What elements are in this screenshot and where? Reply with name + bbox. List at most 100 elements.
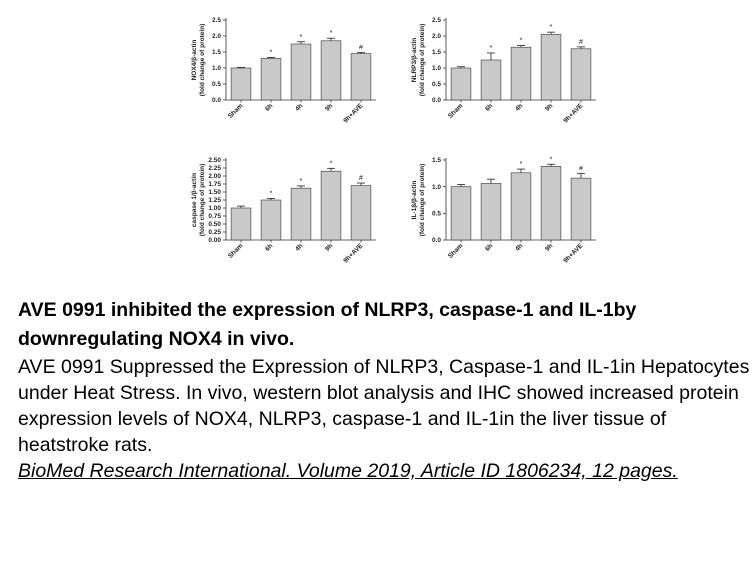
significance-marker: * <box>520 38 523 45</box>
y-tick-label: 0.00 <box>208 237 221 244</box>
y-tick-label: 2.5 <box>212 17 221 24</box>
y-axis-label: IL-1β/β-actin <box>411 181 418 220</box>
x-tick-label: 9h <box>324 242 334 252</box>
significance-marker: * <box>300 178 303 185</box>
y-tick-label: 0.50 <box>208 221 221 228</box>
x-tick-label: 4h <box>514 102 524 112</box>
y-tick-label: 1.75 <box>208 181 221 188</box>
chart-svg: 0.0 0.5 1.0 1.5 IL-1β/β-actin (fold change of… <box>411 156 596 265</box>
x-tick-label: Sham <box>227 102 245 120</box>
y-tick-label: 1.5 <box>212 49 221 56</box>
y-tick-label: 0.0 <box>432 97 441 104</box>
bar <box>290 187 312 241</box>
significance-marker: * <box>270 190 273 197</box>
bar <box>230 207 252 241</box>
significance-marker: * <box>520 161 523 168</box>
y-tick-label: 0.0 <box>432 237 441 244</box>
x-tick-label: 9h <box>544 242 554 252</box>
x-tick-label: 4h <box>294 102 304 112</box>
y-tick-label: 1.25 <box>208 197 221 204</box>
caption-title: AVE 0991 inhibited the expression of NLR… <box>18 299 637 350</box>
bar <box>540 166 562 241</box>
bar <box>480 183 502 241</box>
x-tick-label: 9h+AVE <box>342 102 365 125</box>
y-tick-label: 2.0 <box>432 33 441 40</box>
bar <box>350 53 372 101</box>
y-tick-label: 1.0 <box>432 65 441 72</box>
chart-caspase1: 0.00 0.25 0.50 0.75 1.00 1.25 1.50 1.75 2.00 2.25… <box>178 150 408 285</box>
bar <box>480 59 502 101</box>
x-tick-label: 6h <box>484 102 494 112</box>
bar <box>570 177 592 241</box>
chart-svg: 0.0 0.5 1.0 1.5 2.0 2.5 NLRP3/β-actin (fold cha… <box>411 17 596 125</box>
chart-svg: 0.0 0.5 1.0 1.5 2.0 2.5 NOX4/β-actin (fold chan… <box>191 17 376 125</box>
chart-svg: 0.000.250.500.751.001.251.501.752.002.25… <box>191 157 376 265</box>
bar <box>510 46 532 101</box>
y-tick-label: 1.5 <box>432 49 441 56</box>
significance-marker: * <box>550 24 553 31</box>
significance-marker: * <box>300 34 303 41</box>
bar <box>350 185 372 241</box>
bar <box>260 58 282 101</box>
y-tick-label: 2.00 <box>208 173 221 180</box>
chart-nlrp3: 0.0 0.5 1.0 1.5 2.0 2.5 NLRP3/β-actin (fold cha… <box>398 10 628 145</box>
y-tick-label: 0.5 <box>432 81 441 88</box>
bar <box>230 67 252 101</box>
bar <box>320 170 342 241</box>
significance-marker: * <box>550 156 553 163</box>
x-tick-label: 6h <box>264 102 274 112</box>
x-tick-label: Sham <box>227 242 245 260</box>
y-tick-label: 2.0 <box>212 33 221 40</box>
bar <box>450 186 472 241</box>
significance-marker: # <box>579 165 583 172</box>
x-tick-label: 4h <box>514 242 524 252</box>
y-tick-label: 1.5 <box>432 157 441 164</box>
x-tick-label: 6h <box>264 242 274 252</box>
bar <box>450 67 472 101</box>
y-axis-label: NOX4/β-actin <box>191 40 198 81</box>
x-tick-label: Sham <box>447 242 465 260</box>
x-tick-label: 6h <box>484 242 494 252</box>
x-tick-label: Sham <box>447 102 465 120</box>
caption-body: AVE 0991 Suppressed the Expression of NL… <box>18 356 750 456</box>
x-tick-label: 9h <box>324 102 334 112</box>
y-tick-label: 0.5 <box>212 81 221 88</box>
y-tick-label: 1.0 <box>212 65 221 72</box>
bar <box>570 48 592 101</box>
y-tick-label: 2.25 <box>208 165 221 172</box>
y-axis-sublabel: (fold change of protein) <box>419 24 426 97</box>
y-tick-label: 1.50 <box>208 189 221 196</box>
citation-link[interactable]: BioMed Research International. Volume 20… <box>18 460 678 482</box>
significance-marker: # <box>359 175 363 182</box>
y-tick-label: 2.50 <box>208 157 221 164</box>
y-tick-label: 0.25 <box>208 229 221 236</box>
y-axis-sublabel: (fold change of protein) <box>199 164 206 237</box>
bar <box>510 172 532 241</box>
y-tick-label: 1.0 <box>432 184 441 191</box>
significance-marker: * <box>490 45 493 52</box>
bar <box>320 40 342 101</box>
y-tick-label: 0.75 <box>208 213 221 220</box>
bar <box>260 199 282 241</box>
y-tick-label: 2.5 <box>432 17 441 24</box>
y-tick-label: 0.5 <box>432 211 441 218</box>
significance-marker: * <box>270 49 273 56</box>
y-axis-label: caspase 1/β-actin <box>191 173 198 227</box>
x-tick-label: 9h+AVE <box>342 242 365 265</box>
chart-nox4: 0.0 0.5 1.0 1.5 2.0 2.5 NOX4/β-actin (fold chan… <box>178 10 408 145</box>
y-axis-sublabel: (fold change of protein) <box>419 164 426 237</box>
chart-il1b: 0.0 0.5 1.0 1.5 IL-1β/β-actin (fold change of… <box>398 150 628 285</box>
bar <box>290 43 312 101</box>
significance-marker: # <box>579 39 583 46</box>
x-tick-label: 9h+AVE <box>562 102 585 125</box>
significance-marker: * <box>330 160 333 167</box>
bar <box>540 34 562 101</box>
x-tick-label: 9h+AVE <box>562 242 585 265</box>
y-tick-label: 0.0 <box>212 97 221 104</box>
x-tick-label: 4h <box>294 242 304 252</box>
significance-marker: * <box>330 30 333 37</box>
y-axis-sublabel: (fold change of protein) <box>199 24 206 97</box>
y-axis-label: NLRP3/β-actin <box>411 38 418 82</box>
significance-marker: # <box>359 44 363 51</box>
y-tick-label: 1.00 <box>208 205 221 212</box>
